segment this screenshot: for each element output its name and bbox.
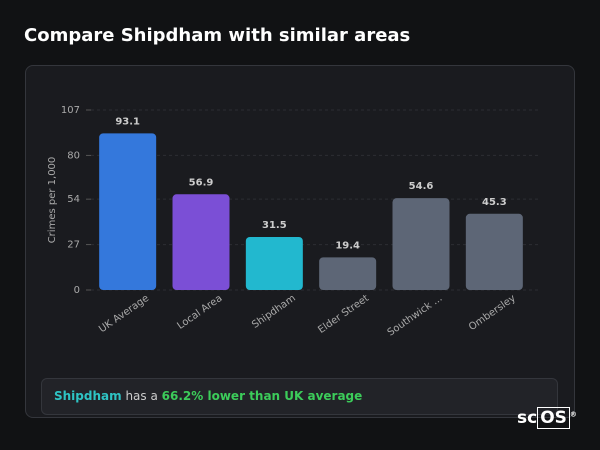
x-tick-label: Local Area bbox=[175, 293, 224, 332]
summary-text: has a bbox=[125, 389, 158, 403]
page-title: Compare Shipdham with similar areas bbox=[24, 25, 411, 46]
summary-area: Shipdham bbox=[54, 389, 122, 403]
logo-left: sc bbox=[517, 408, 538, 428]
summary-comparison: 66.2% lower than UK average bbox=[161, 389, 363, 403]
bar bbox=[172, 194, 230, 290]
y-tick-label: 80 bbox=[67, 150, 80, 161]
value-label: 45.3 bbox=[482, 197, 507, 208]
value-label: 54.6 bbox=[409, 181, 434, 192]
bar bbox=[319, 257, 377, 290]
summary: Shipdham has a 66.2% lower than UK avera… bbox=[41, 378, 558, 415]
x-tick-label: Southwick ... bbox=[386, 293, 445, 339]
value-label: 19.4 bbox=[335, 240, 360, 251]
bar bbox=[392, 198, 450, 290]
x-tick-label: Ombersley bbox=[467, 293, 518, 333]
x-tick-label: Shipdham bbox=[250, 293, 298, 331]
logo-mark: ® bbox=[569, 410, 577, 419]
y-tick-label: 27 bbox=[67, 240, 80, 251]
logo-right: OS bbox=[537, 407, 570, 429]
y-tick-label: 107 bbox=[61, 105, 80, 116]
value-label: 31.5 bbox=[262, 220, 287, 231]
bar bbox=[245, 237, 303, 290]
x-tick-label: Elder Street bbox=[316, 293, 371, 336]
value-label: 56.9 bbox=[189, 177, 214, 188]
y-tick-label: 54 bbox=[67, 194, 80, 205]
bar bbox=[465, 213, 523, 290]
y-tick-label: 0 bbox=[74, 285, 80, 296]
bar bbox=[99, 133, 157, 290]
y-axis-label: Crimes per 1,000 bbox=[47, 157, 58, 244]
logo: sc OS ® bbox=[517, 407, 577, 429]
x-tick-label: UK Average bbox=[97, 293, 151, 335]
value-label: 93.1 bbox=[115, 116, 140, 127]
